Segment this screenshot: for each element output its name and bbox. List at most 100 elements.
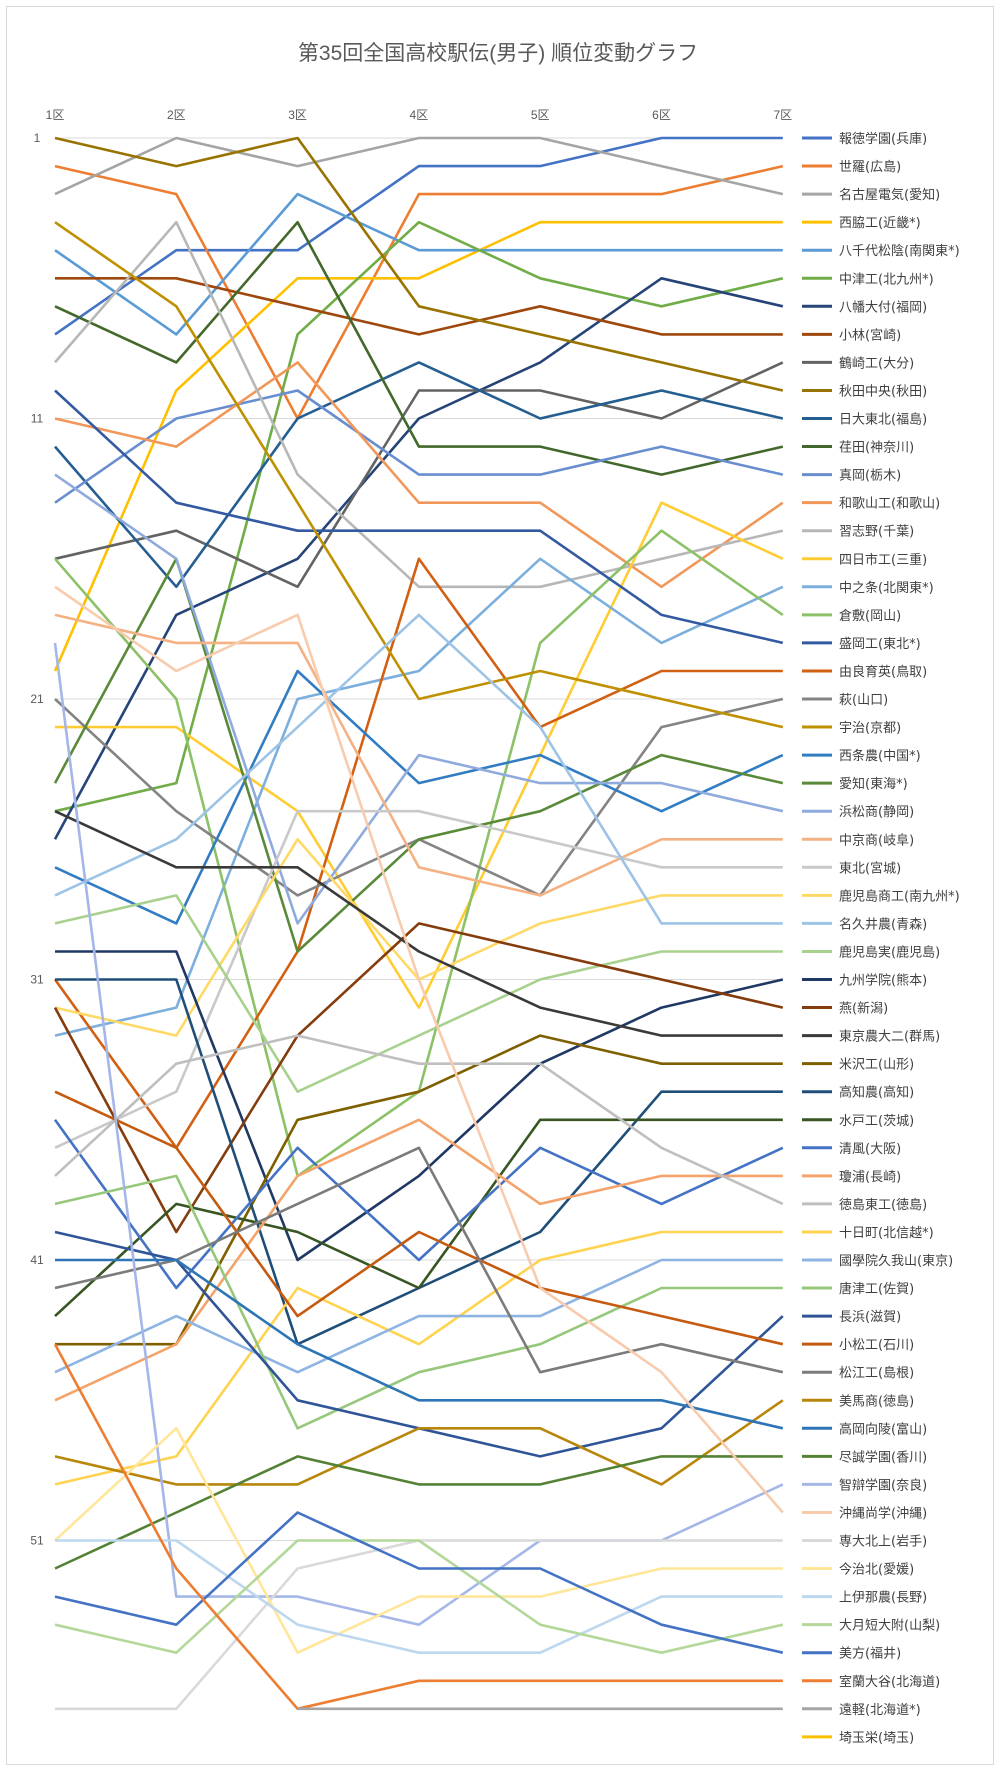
legend-label: 報徳学園(兵庫) (839, 131, 927, 147)
series-line (54, 585, 784, 1514)
legend-label: 日大東北(福島) (839, 412, 927, 428)
chart-frame (6, 6, 994, 1765)
series-line (54, 220, 784, 813)
legend-label: 専大北上(岩手) (839, 1535, 927, 1550)
series-line (54, 361, 784, 589)
legend-label: 松江工(島根) (839, 1366, 914, 1381)
legend-label: 盛岡工(東北*) (839, 636, 921, 652)
y-tick-label: 51 (30, 1534, 44, 1548)
series-line (54, 669, 784, 925)
legend-label: 四日市工(三重) (839, 552, 927, 568)
legend-label: 高知農(高知) (839, 1085, 914, 1101)
y-tick-label: 31 (30, 973, 44, 987)
legend-label: 遠軽(北海道*) (839, 1703, 921, 1718)
series-line (54, 220, 784, 476)
series-line (53, 1119, 784, 1290)
series-line (54, 221, 784, 729)
legend-label: 美馬商(徳島) (839, 1394, 914, 1409)
series-line (54, 220, 784, 589)
series-line (54, 389, 784, 645)
legend-label: 鹿児島実(鹿児島) (839, 944, 940, 960)
legend-label: 上伊那農(長野) (839, 1591, 927, 1606)
series-lines (53, 136, 784, 1711)
series-line (55, 276, 783, 336)
series-line (54, 557, 784, 1037)
legend-label: 習志野(千葉) (839, 525, 914, 540)
y-tick-label: 21 (30, 692, 44, 706)
series-line (53, 922, 784, 1234)
series-line (54, 613, 783, 925)
legend-label: 萩(山口) (839, 693, 888, 708)
series-line (54, 894, 783, 1093)
series-line (54, 136, 784, 392)
legend-label: 今治北(愛媛) (839, 1562, 914, 1578)
series-line (54, 164, 784, 420)
series-line (54, 1427, 783, 1654)
series-line (54, 1090, 784, 1346)
series-line (54, 361, 784, 589)
legend-label: 九州学院(熊本) (839, 973, 927, 989)
legend-label: 唐津工(佐賀) (839, 1281, 914, 1297)
legend-label: 愛知(東海*) (839, 776, 908, 792)
series-line (54, 809, 783, 1149)
series-line (54, 1118, 783, 1318)
series-line (54, 361, 784, 589)
legend: 報徳学園(兵庫) 世羅(広島) 名古屋電気(愛知) 西脇工(近畿*) 八千代松陰(南関東… (802, 131, 960, 1746)
series-line (54, 810, 783, 1037)
x-tick-label: 3区 (288, 108, 307, 122)
legend-label: 秋田中央(秋田) (839, 384, 927, 399)
legend-label: 小松工(石川) (839, 1338, 914, 1353)
series-line (54, 136, 784, 196)
series-line (54, 1399, 784, 1486)
series-line (54, 1230, 783, 1486)
x-tick-label: 4区 (410, 108, 429, 122)
legend-label: 八千代松陰(南関東*) (839, 243, 960, 259)
series-line (54, 1174, 783, 1430)
y-tick-label: 41 (30, 1253, 44, 1267)
series-line (54, 529, 784, 1178)
legend-label: 高岡向陵(富山) (839, 1421, 927, 1437)
legend-label: 瓊浦(長崎) (839, 1170, 901, 1185)
series-line (54, 473, 784, 925)
legend-label: 中京商(岐阜) (839, 832, 914, 848)
legend-label: 埼玉栄(埼玉) (839, 1731, 914, 1746)
legend-label: 長浜(滋賀) (839, 1310, 901, 1325)
legend-label: 八幡大付(福岡) (839, 300, 927, 315)
series-line (53, 276, 784, 840)
y-tick-label: 1 (34, 131, 41, 145)
series-line (54, 1034, 784, 1206)
legend-label: 宇治(京都) (839, 721, 901, 736)
legend-label: 徳島東工(徳島) (839, 1197, 927, 1213)
legend-label: 中之条(北関東*) (839, 580, 934, 596)
legend-label: 鹿児島商工(南九州*) (839, 888, 960, 904)
series-line (55, 501, 784, 1009)
legend-label: 西条農(中国*) (839, 748, 921, 764)
legend-label: 室蘭大谷(北海道) (839, 1674, 940, 1690)
series-line (55, 1034, 783, 1346)
y-tick-label: 11 (31, 412, 44, 426)
legend-label: 小林(宮崎) (839, 327, 901, 343)
series-line (53, 557, 783, 1150)
series-line (53, 220, 783, 672)
series-line (54, 613, 783, 897)
series-line (55, 950, 784, 1262)
series-line (53, 1343, 783, 1711)
legend-label: 米沢工(山形) (839, 1058, 914, 1073)
legend-label: 倉敷(岡山) (839, 609, 901, 624)
legend-label: 美方(福井) (839, 1646, 901, 1662)
x-tick-label: 7区 (773, 108, 792, 122)
series-line (54, 1511, 784, 1654)
series-line (54, 1539, 784, 1654)
series-line (54, 136, 783, 336)
legend-label: 燕(新潟) (839, 1001, 888, 1017)
x-tick-label: 5区 (531, 108, 550, 122)
legend-label: 荏田(神奈川) (839, 441, 914, 456)
legend-label: 中津工(北九州*) (839, 272, 934, 287)
legend-label: 智辯学園(奈良) (839, 1477, 927, 1493)
x-tick-label: 2区 (167, 108, 186, 122)
legend-label: 沖縄尚学(沖縄) (839, 1505, 927, 1521)
chart-title: 第35回全国高校駅伝(男子) 順位変動グラフ (298, 42, 698, 65)
legend-label: 浜松商(静岡) (839, 805, 914, 820)
